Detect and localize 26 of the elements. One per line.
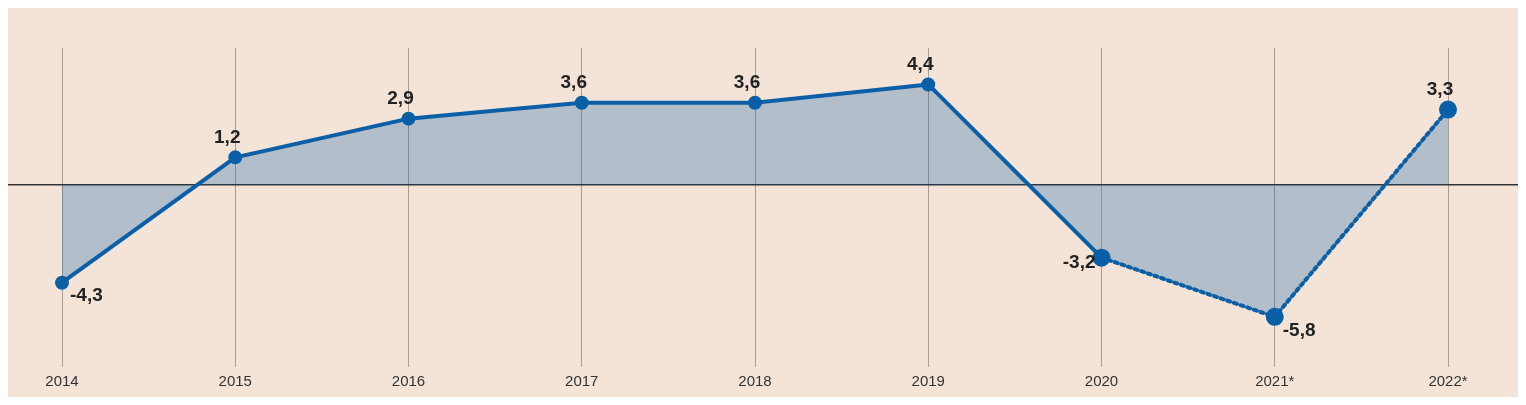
- x-tick-label: 2019: [911, 372, 945, 390]
- x-tick-label: 2016: [391, 372, 426, 390]
- data-label: 3,3: [1426, 78, 1454, 100]
- point: [401, 111, 416, 126]
- x-tick-label: 2020: [1084, 372, 1119, 390]
- x-tick-label: 2015: [218, 372, 252, 390]
- x-tick-label: 2017: [565, 372, 599, 390]
- data-label: 1,2: [214, 126, 241, 148]
- x-tick-label: 2018: [738, 372, 772, 390]
- point: [1439, 100, 1457, 119]
- data-label: -3,2: [1062, 251, 1096, 273]
- x-tick-label: 2022*: [1428, 372, 1468, 390]
- data-label: 4,4: [907, 53, 934, 75]
- x-tick-label: 2014: [45, 372, 79, 390]
- point: [1265, 307, 1284, 326]
- point: [55, 275, 69, 290]
- point: [228, 150, 243, 165]
- point: [574, 95, 589, 110]
- data-label: 3,6: [733, 71, 761, 93]
- point: [921, 77, 936, 92]
- x-tick-label: 2021*: [1255, 372, 1295, 390]
- data-label: 2,9: [387, 87, 414, 109]
- data-label: -5,8: [1282, 318, 1316, 340]
- data-label: -4,3: [70, 284, 103, 306]
- point: [748, 95, 762, 110]
- data-label: 3,6: [560, 71, 587, 93]
